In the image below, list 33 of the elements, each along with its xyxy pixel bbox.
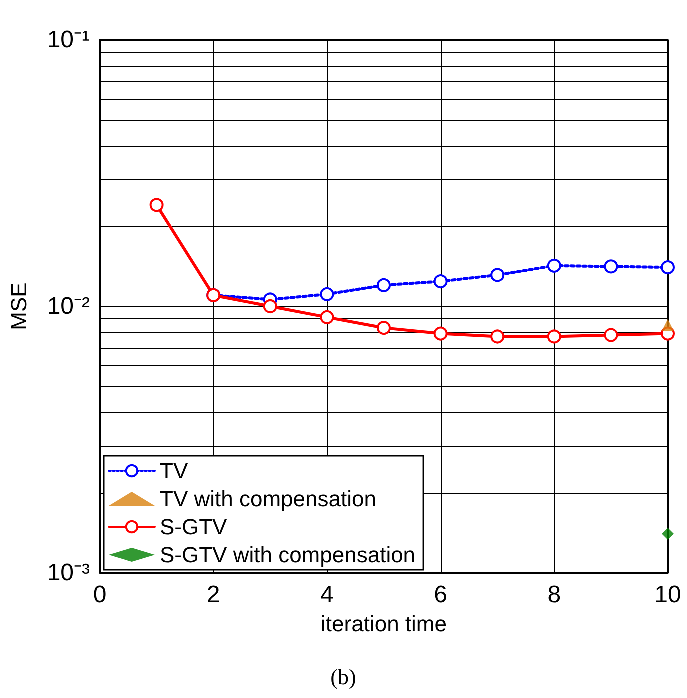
point (490, 330, 505, 344)
x-tick-label: 4 (320, 582, 334, 608)
point (434, 274, 448, 289)
point (320, 310, 334, 324)
point (547, 330, 562, 344)
point (662, 528, 674, 540)
point (377, 278, 391, 292)
point (604, 260, 618, 274)
point (547, 258, 562, 273)
legend-label: S-GTV with compensation (160, 542, 416, 568)
x-axis-title: iteration time (321, 612, 447, 636)
y-tick-label: 10⁻² (47, 293, 90, 320)
x-tick-label: 8 (548, 582, 562, 608)
y-tick-label: 10⁻¹ (47, 26, 90, 54)
point (662, 319, 674, 332)
point (263, 300, 278, 314)
point (320, 287, 334, 302)
y-axis-title: MSE (6, 282, 32, 330)
point (661, 260, 675, 275)
y-tick-label: 10⁻³ (47, 560, 90, 586)
x-tick-label: 10 (654, 582, 682, 608)
point (377, 321, 391, 336)
point (490, 268, 505, 282)
x-tick-label: 6 (434, 582, 448, 608)
point (150, 198, 164, 212)
text: (b) (330, 664, 356, 690)
x-tick-label: 2 (206, 582, 220, 608)
x-tick-label: 0 (93, 582, 107, 608)
legend-label: TV (160, 458, 188, 484)
legend-label: TV with compensation (160, 486, 376, 512)
point (604, 328, 618, 342)
point (434, 326, 448, 341)
legend-label: S-GTV (160, 514, 228, 540)
